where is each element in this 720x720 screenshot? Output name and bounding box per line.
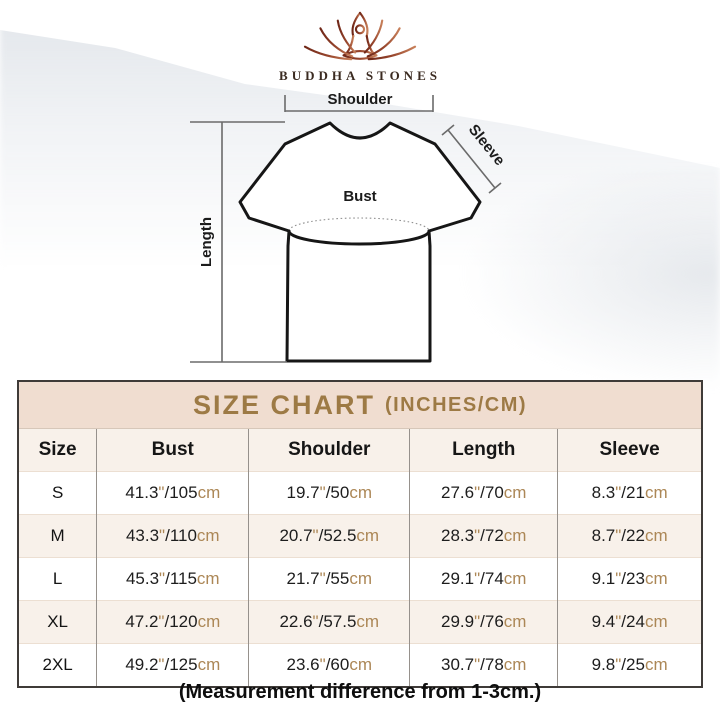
size-chart-units: (INCHES/CM) [384,393,528,416]
sleeve-cell: 8.3"/21cm [557,471,701,515]
shoulder-label: Shoulder [327,91,392,108]
length-cell: 29.1"/74cm [409,557,558,601]
size-chart-header: SIZE CHART (INCHES/CM) [19,382,701,429]
table-row-l: L 45.3"/115cm 21.7"/55cm 29.1"/74cm 9.1"… [19,557,701,601]
col-header-sleeve: Sleeve [557,429,701,472]
length-cell: 30.7"/78cm [409,643,558,686]
brand-logo: BUDDHA STONES [0,10,720,84]
sleeve-cell: 9.8"/25cm [557,643,701,686]
length-label: Length [198,217,215,267]
sleeve-label: Sleeve [465,121,508,169]
col-header-bust: Bust [96,429,249,472]
table-row-2xl: 2XL 49.2"/125cm 23.6"/60cm 30.7"/78cm 9.… [19,643,701,686]
size-cell: XL [19,600,97,644]
brand-name: BUDDHA STONES [279,68,441,83]
shoulder-cell: 21.7"/55cm [248,557,410,601]
length-cell: 29.9"/76cm [409,600,558,644]
sleeve-cell: 8.7"/22cm [557,514,701,558]
table-row-m: M 43.3"/110cm 20.7"/52.5cm 28.3"/72cm 8.… [19,514,701,558]
shoulder-cell: 22.6"/57.5cm [248,600,410,644]
table-row-s: S 41.3"/105cm 19.7"/50cm 27.6"/70cm 8.3"… [19,471,701,515]
tshirt-outline [238,121,482,363]
length-cell: 27.6"/70cm [409,471,558,515]
size-table: Size Bust Shoulder Length Sleeve S 41.3"… [19,429,701,686]
bust-cell: 47.2"/120cm [96,600,249,644]
table-row-xl: XL 47.2"/120cm 22.6"/57.5cm 29.9"/76cm 9… [19,600,701,644]
length-cell: 28.3"/72cm [409,514,558,558]
sleeve-cell: 9.1"/23cm [557,557,701,601]
col-header-shoulder: Shoulder [248,429,410,472]
col-header-length: Length [409,429,558,472]
bust-cell: 49.2"/125cm [96,643,249,686]
size-cell: M [19,514,97,558]
lotus-meditation-icon [303,11,417,61]
shoulder-cell: 20.7"/52.5cm [248,514,410,558]
bust-cell: 45.3"/115cm [96,557,249,601]
sleeve-cell: 9.4"/24cm [557,600,701,644]
size-chart-panel: SIZE CHART (INCHES/CM) Size Bust Shoulde… [17,380,703,688]
bust-cell: 41.3"/105cm [96,471,249,515]
shoulder-cell: 19.7"/50cm [248,471,410,515]
table-header-row: Size Bust Shoulder Length Sleeve [19,429,701,472]
size-cell: S [19,471,97,515]
measurement-note: (Measurement difference from 1-3cm.) [178,681,542,703]
bust-label: Bust [343,188,376,205]
col-header-size: Size [19,429,97,472]
size-cell: 2XL [19,643,97,686]
shoulder-cell: 23.6"/60cm [248,643,410,686]
tshirt-measurement-diagram: Shoulder Length Sleeve Bust [170,84,540,380]
bust-cell: 43.3"/110cm [96,514,249,558]
size-cell: L [19,557,97,601]
size-chart-title: SIZE CHART [192,389,375,420]
